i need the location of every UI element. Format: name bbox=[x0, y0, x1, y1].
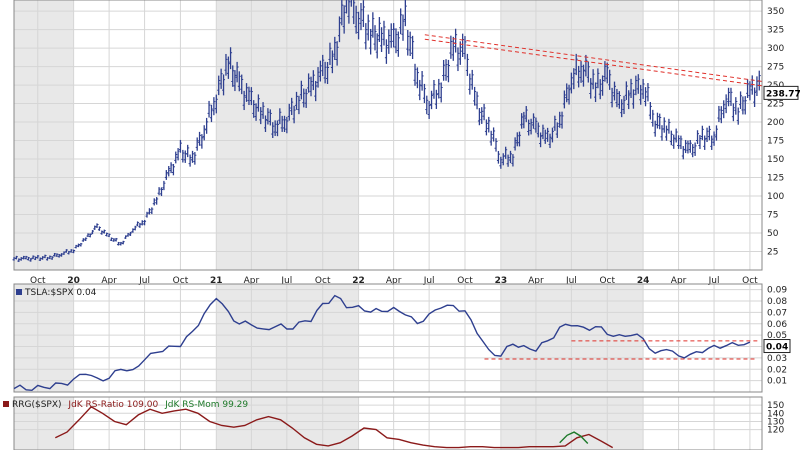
x-tick-label: Apr bbox=[244, 276, 260, 286]
y-tick-label: 300 bbox=[767, 44, 784, 54]
ratio-line bbox=[13, 294, 751, 392]
y-tick-label: 0.09 bbox=[767, 286, 787, 296]
x-tick-label: 24 bbox=[637, 276, 650, 286]
y-tick-label: 175 bbox=[767, 137, 784, 147]
x-tick-label: 20 bbox=[67, 276, 80, 286]
price-trendline bbox=[424, 34, 763, 82]
y-tick-label: 125 bbox=[767, 174, 784, 184]
year-band bbox=[500, 0, 644, 270]
y-tick-label: 100 bbox=[767, 192, 784, 202]
last-price-label: 238.77 bbox=[766, 89, 800, 99]
y-tick-label: 275 bbox=[767, 63, 784, 73]
year-band bbox=[216, 397, 359, 450]
y-tick-label: 0.03 bbox=[767, 354, 787, 364]
y-tick-label: 150 bbox=[767, 401, 784, 411]
panel-border bbox=[13, 0, 763, 271]
x-tick-label: Jul bbox=[138, 276, 150, 286]
y-tick-label: 25 bbox=[767, 248, 778, 258]
ratio-panel: 0.010.020.030.040.050.060.070.080.090.04 bbox=[13, 283, 791, 393]
x-axis-labels: Oct 20 Apr Jul Oct 21 Apr Jul Oct 22 Apr Jul Oct 23 Ap… bbox=[30, 276, 758, 286]
last-price-box bbox=[763, 85, 799, 100]
panel-border bbox=[13, 283, 763, 393]
last-ratio-label: 0.04 bbox=[766, 343, 788, 353]
y-tick-label: 0.05 bbox=[767, 331, 787, 341]
ratio-legend: TSLA:$SPX 0.04 bbox=[16, 288, 97, 298]
rrg-legend-text: RRG($SPX) JdK RS-Ratio 109.00 JdK RS-Mom… bbox=[12, 400, 248, 410]
x-tick-label: Apr bbox=[101, 276, 117, 286]
x-tick-label: 23 bbox=[495, 276, 508, 286]
y-tick-label: 50 bbox=[767, 229, 779, 239]
rrg-legend-mom: JdK RS-Mom 99.29 bbox=[164, 400, 248, 410]
x-tick-label: Oct bbox=[315, 276, 331, 286]
rrg-legend-ratio: JdK RS-Ratio 109.00 bbox=[67, 400, 158, 410]
x-tick-label: Apr bbox=[528, 276, 544, 286]
x-tick-label: Oct bbox=[173, 276, 189, 286]
x-tick-label: Oct bbox=[457, 276, 473, 286]
last-ratio-box bbox=[763, 339, 791, 354]
year-band bbox=[14, 284, 74, 392]
y-tick-label: 130 bbox=[767, 417, 784, 427]
price-panel: 255075100125150175200225250275300325350O… bbox=[12, 0, 800, 286]
x-tick-label: Apr bbox=[386, 276, 402, 286]
y-tick-label: 0.08 bbox=[767, 297, 787, 307]
y-tick-label: 0.07 bbox=[767, 308, 787, 318]
x-tick-label: Oct bbox=[742, 276, 758, 286]
x-tick-label: Jul bbox=[708, 276, 720, 286]
x-tick-label: Oct bbox=[30, 276, 46, 286]
year-band bbox=[216, 0, 359, 270]
x-tick-label: Jul bbox=[565, 276, 577, 286]
rrg-legend-swatch bbox=[3, 401, 9, 407]
y-tick-label: 150 bbox=[767, 155, 784, 165]
year-band bbox=[14, 397, 74, 450]
rrg-legend: RRG($SPX) JdK RS-Ratio 109.00 JdK RS-Mom… bbox=[3, 400, 248, 410]
y-tick-label: 0.02 bbox=[767, 365, 787, 375]
x-tick-label: Apr bbox=[671, 276, 687, 286]
year-band bbox=[500, 284, 644, 392]
x-tick-label: 22 bbox=[352, 276, 365, 286]
rrg-legend-prefix: RRG($SPX) bbox=[12, 400, 62, 410]
x-tick-label: Jul bbox=[423, 276, 435, 286]
x-tick-label: Jul bbox=[280, 276, 292, 286]
ratio-legend-text: TSLA:$SPX 0.04 bbox=[24, 288, 97, 298]
y-tick-label: 140 bbox=[767, 409, 784, 419]
x-tick-label: Oct bbox=[599, 276, 615, 286]
rs-mom-line bbox=[559, 431, 589, 444]
y-tick-label: 325 bbox=[767, 26, 784, 36]
price-trendline bbox=[424, 38, 763, 87]
y-tick-label: 0.06 bbox=[767, 320, 787, 330]
y-tick-label: 225 bbox=[767, 100, 784, 110]
y-tick-label: 0.01 bbox=[767, 377, 787, 387]
year-band bbox=[14, 0, 74, 270]
y-tick-label: 200 bbox=[767, 118, 784, 128]
rs-ratio-line bbox=[54, 405, 614, 449]
ratio-legend-swatch bbox=[16, 289, 22, 295]
y-tick-label: 120 bbox=[767, 426, 784, 436]
legends: TSLA:$SPX 0.04 RRG($SPX) JdK RS-Ratio 10… bbox=[3, 288, 248, 410]
panel-border bbox=[13, 396, 763, 450]
y-tick-label: 75 bbox=[767, 211, 778, 221]
x-tick-label: 21 bbox=[210, 276, 223, 286]
year-band bbox=[216, 284, 359, 392]
y-tick-label: 350 bbox=[767, 7, 784, 17]
